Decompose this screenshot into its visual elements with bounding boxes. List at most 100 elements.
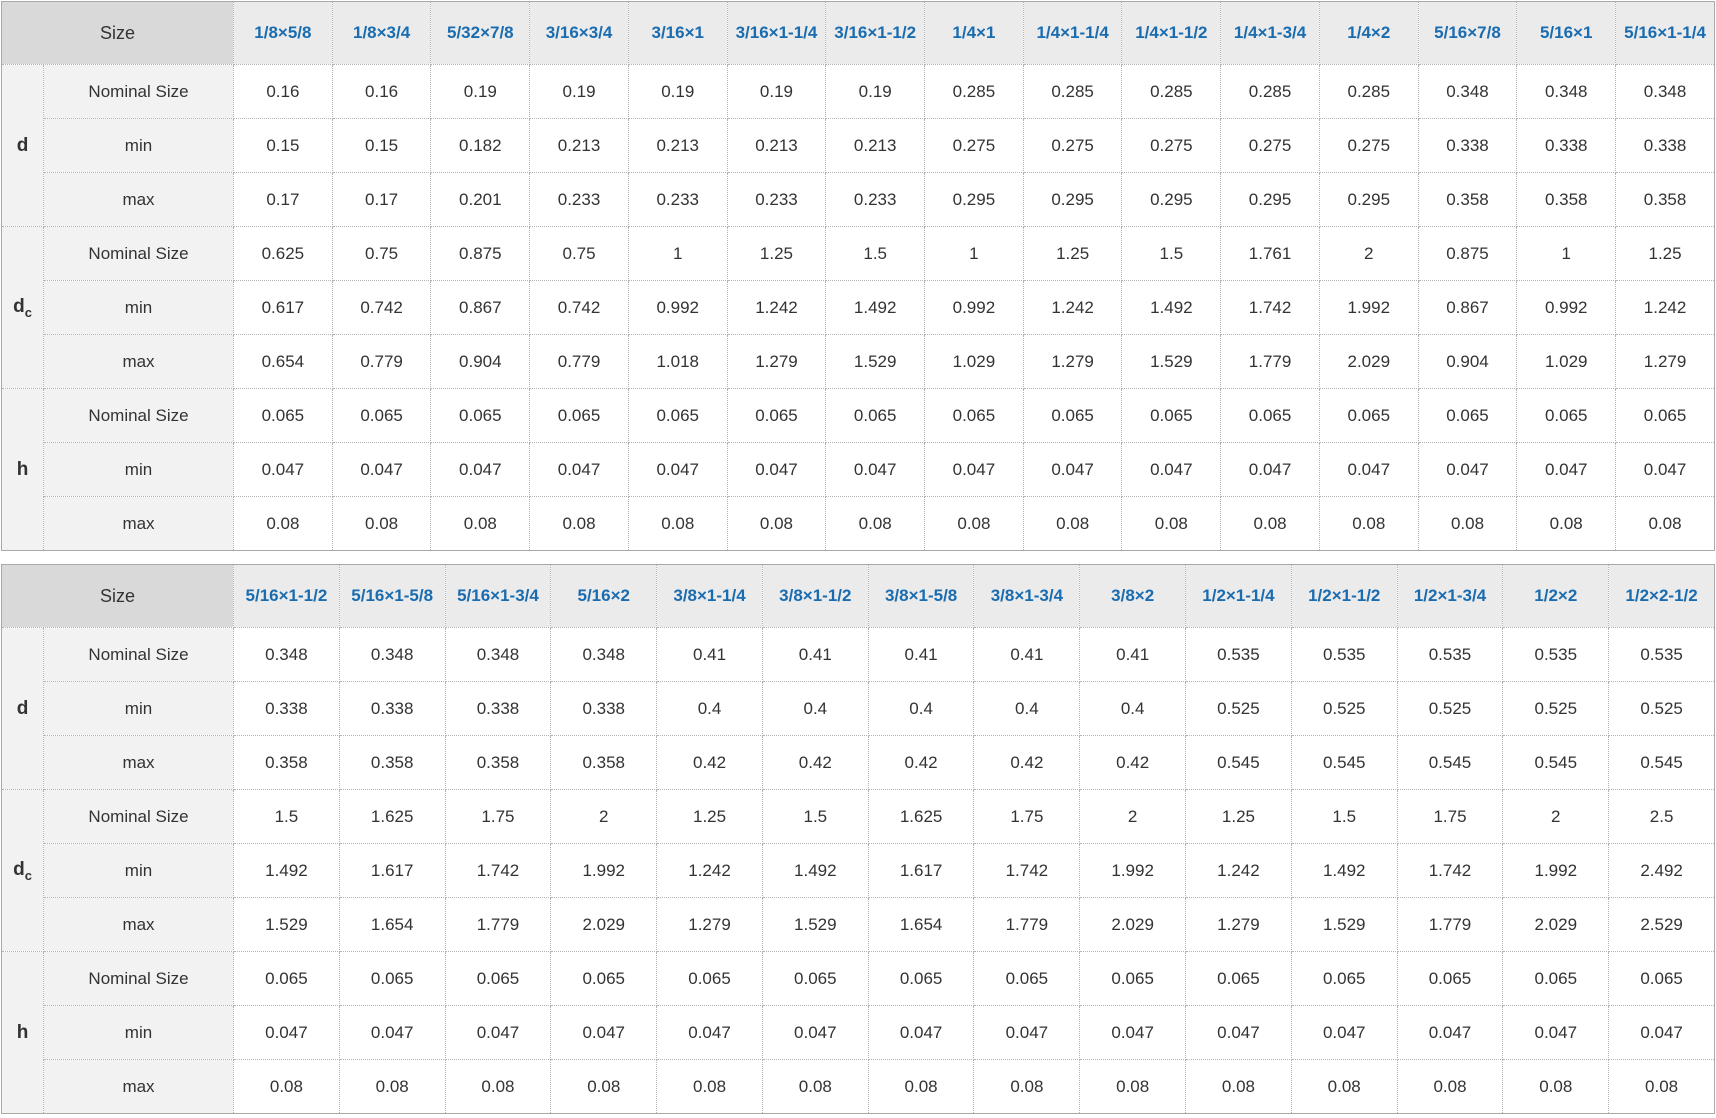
row-group-label: d [1,64,44,227]
size-column-header-link[interactable]: 3/8×1-1/4 [656,564,763,628]
value-cell: 0.047 [338,1005,446,1060]
value-cell: 0.41 [1079,627,1187,682]
value-cell: 1 [924,226,1024,281]
size-column-header-link[interactable]: 1/2×2 [1502,564,1610,628]
size-column-header-link[interactable]: 5/16×1-1/2 [233,564,340,628]
value-cell: 0.047 [1022,442,1123,497]
value-cell: 0.358 [338,735,446,790]
value-cell: 1.742 [1220,280,1320,335]
size-column-header-link[interactable]: 5/16×1-3/4 [444,564,552,628]
row-label: Nominal Size [42,627,235,682]
value-cell: 0.213 [726,118,827,173]
value-cell: 0.42 [761,735,869,790]
size-column-header-link[interactable]: 1/4×1 [924,1,1024,65]
size-column-header-link[interactable]: 5/32×7/8 [430,1,531,65]
value-cell: 0.535 [1608,627,1715,682]
size-column-header-link[interactable]: 5/16×2 [550,564,658,628]
row-group-label: h [1,388,44,551]
value-cell: 0.75 [529,226,629,281]
value-cell: 1.742 [1396,843,1504,898]
size-spec-table-2: Size 5/16×1-1/2 5/16×1-5/8 5/16×1-3/4 5/16×2… [0,564,1715,1114]
value-cell: 0.08 [1318,496,1419,551]
size-column-header-link[interactable]: 1/2×1-1/2 [1290,564,1398,628]
value-cell: 0.275 [1318,118,1419,173]
value-cell: 1.992 [550,843,658,898]
value-cell: 0.065 [761,951,869,1006]
value-cell: 0.545 [1608,735,1715,790]
size-column-header-link[interactable]: 3/16×1 [627,1,728,65]
value-cell: 0.16 [331,64,432,119]
value-cell: 0.525 [1185,681,1292,736]
size-column-header-link[interactable]: 5/16×1 [1516,1,1617,65]
size-column-header-link[interactable]: 1/4×1-1/2 [1121,1,1222,65]
size-column-header-link[interactable]: 3/16×1-1/4 [726,1,827,65]
value-cell: 0.285 [1121,64,1222,119]
value-cell: 0.08 [331,496,432,551]
value-cell: 2 [1502,789,1610,844]
value-cell: 0.295 [924,172,1024,227]
size-column-header-link[interactable]: 1/4×2 [1318,1,1419,65]
value-cell: 0.358 [233,735,340,790]
value-cell: 0.42 [867,735,975,790]
value-cell: 0.285 [1220,64,1320,119]
size-column-header-link[interactable]: 3/8×1-5/8 [867,564,975,628]
size-column-header-link[interactable]: 3/16×3/4 [529,1,629,65]
value-cell: 0.233 [529,172,629,227]
size-column-header-link[interactable]: 5/16×7/8 [1417,1,1518,65]
value-cell: 0.348 [444,627,552,682]
value-cell: 0.047 [1290,1005,1398,1060]
size-column-header-link[interactable]: 3/8×2 [1079,564,1187,628]
value-cell: 0.08 [444,1059,552,1114]
size-column-header-link[interactable]: 1/8×3/4 [331,1,432,65]
value-cell: 0.41 [973,627,1081,682]
value-cell: 0.08 [233,496,333,551]
value-cell: 1.492 [233,843,340,898]
value-cell: 0.338 [1417,118,1518,173]
value-cell: 0.42 [973,735,1081,790]
value-cell: 0.625 [233,226,333,281]
value-cell: 1.242 [1615,280,1715,335]
value-cell: 0.047 [825,442,926,497]
value-cell: 0.065 [867,951,975,1006]
size-column-header-link[interactable]: 3/8×1-1/2 [761,564,869,628]
value-cell: 1.742 [973,843,1081,898]
value-cell: 0.065 [656,951,763,1006]
value-cell: 0.08 [726,496,827,551]
value-cell: 0.047 [430,442,531,497]
size-column-header-link[interactable]: 3/8×1-3/4 [973,564,1081,628]
value-cell: 0.19 [529,64,629,119]
size-column-header-link[interactable]: 3/16×1-1/2 [825,1,926,65]
size-column-header-link[interactable]: 5/16×1-1/4 [1615,1,1715,65]
value-cell: 0.295 [1318,172,1419,227]
value-cell: 0.047 [1502,1005,1610,1060]
row-group-label: h [1,951,44,1114]
value-cell: 0.065 [233,388,333,443]
value-cell: 0.358 [444,735,552,790]
value-cell: 0.525 [1290,681,1398,736]
value-cell: 0.08 [656,1059,763,1114]
value-cell: 0.08 [233,1059,340,1114]
value-cell: 0.047 [726,442,827,497]
size-column-header-link[interactable]: 5/16×1-5/8 [338,564,446,628]
value-cell: 0.08 [1615,496,1715,551]
size-column-header-link[interactable]: 1/8×5/8 [233,1,333,65]
value-cell: 0.275 [1022,118,1123,173]
value-cell: 0.065 [973,951,1081,1006]
value-cell: 0.065 [1318,388,1419,443]
value-cell: 0.065 [1290,951,1398,1006]
value-cell: 0.348 [233,627,340,682]
size-column-header-link[interactable]: 1/2×2-1/2 [1608,564,1715,628]
value-cell: 0.992 [1516,280,1617,335]
size-column-header-link[interactable]: 1/4×1-3/4 [1220,1,1320,65]
value-cell: 1.279 [656,897,763,952]
value-cell: 0.065 [1608,951,1715,1006]
row-label: min [42,681,235,736]
size-column-header-link[interactable]: 1/4×1-1/4 [1022,1,1123,65]
value-cell: 0.047 [973,1005,1081,1060]
row-label: min [42,280,235,335]
size-column-header-link[interactable]: 1/2×1-1/4 [1185,564,1292,628]
value-cell: 0.08 [1502,1059,1610,1114]
value-cell: 0.545 [1185,735,1292,790]
value-cell: 0.4 [761,681,869,736]
size-column-header-link[interactable]: 1/2×1-3/4 [1396,564,1504,628]
